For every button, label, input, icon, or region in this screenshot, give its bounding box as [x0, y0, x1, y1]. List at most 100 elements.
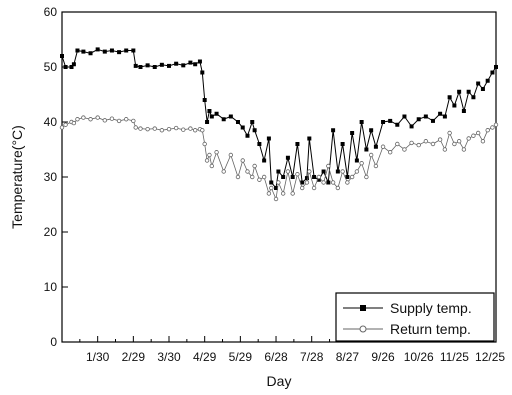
data-point	[395, 141, 400, 147]
data-point	[204, 158, 210, 163]
data-point	[442, 147, 448, 152]
data-point	[364, 174, 369, 180]
data-point	[312, 175, 317, 179]
data-point	[335, 169, 340, 174]
data-point	[340, 142, 345, 146]
data-point	[373, 163, 379, 169]
data-point	[466, 136, 471, 141]
data-point	[409, 140, 414, 146]
data-point	[209, 114, 214, 119]
data-point	[416, 117, 421, 122]
data-point	[368, 152, 374, 158]
data-point	[321, 180, 326, 185]
data-point	[299, 185, 305, 191]
data-point	[166, 126, 172, 132]
data-point	[461, 109, 466, 113]
data-point	[173, 125, 179, 131]
data-point	[416, 142, 421, 148]
data-point	[88, 51, 93, 56]
data-point	[71, 120, 77, 126]
data-point	[381, 120, 386, 124]
data-point	[131, 48, 136, 53]
data-point	[131, 118, 136, 124]
x-tick-label: 4/29	[193, 350, 217, 364]
data-point	[59, 125, 65, 130]
x-tick-label: 6/28	[264, 350, 288, 364]
data-point	[252, 128, 257, 133]
y-tick-label: 20	[44, 225, 58, 239]
data-point	[354, 158, 359, 163]
data-point	[281, 175, 286, 179]
data-point	[197, 59, 202, 64]
data-point	[480, 139, 486, 144]
x-tick-label: 3/30	[157, 350, 181, 364]
data-point	[276, 180, 281, 185]
data-point	[205, 120, 210, 124]
data-point	[423, 139, 429, 144]
data-point	[475, 130, 481, 136]
data-point	[81, 115, 86, 120]
data-point	[200, 70, 205, 75]
data-point	[285, 169, 291, 174]
data-point	[340, 169, 345, 174]
data-point	[269, 180, 274, 185]
data-point	[245, 133, 250, 138]
data-point	[304, 176, 309, 181]
data-point	[311, 185, 317, 191]
data-point	[257, 177, 262, 182]
data-point	[485, 78, 490, 83]
data-point	[430, 141, 436, 147]
data-point	[290, 191, 295, 196]
x-tick-label: 1/30	[86, 350, 110, 364]
data-point	[252, 163, 257, 169]
data-point	[350, 131, 355, 135]
data-point	[266, 136, 271, 141]
data-point	[456, 139, 462, 144]
x-tick-label: 8/27	[336, 350, 360, 364]
data-point	[269, 185, 274, 191]
data-point	[181, 127, 186, 132]
data-point	[359, 120, 364, 124]
data-point	[442, 114, 447, 119]
data-point	[452, 103, 457, 108]
data-point	[63, 65, 68, 69]
legend-return-marker	[359, 325, 367, 333]
data-point	[466, 89, 471, 94]
y-tick-label: 50	[44, 60, 58, 74]
legend-supply-marker	[360, 305, 366, 311]
data-point	[102, 118, 108, 123]
data-point	[245, 169, 250, 174]
data-point	[81, 49, 86, 54]
data-point	[457, 89, 462, 94]
data-point	[331, 128, 336, 133]
data-point	[240, 158, 245, 163]
data-point	[437, 137, 443, 142]
data-point	[295, 142, 300, 146]
data-point	[461, 147, 467, 152]
data-point	[345, 175, 350, 179]
data-point	[192, 128, 198, 133]
data-point	[280, 191, 286, 196]
data-point	[364, 147, 369, 152]
data-point	[145, 126, 150, 132]
data-point	[257, 142, 262, 146]
data-point	[326, 180, 331, 185]
data-point	[145, 63, 150, 68]
data-point	[109, 48, 114, 53]
data-point	[423, 114, 428, 119]
data-point	[71, 62, 76, 67]
data-point	[262, 158, 267, 163]
data-point	[493, 122, 499, 127]
data-point	[117, 50, 122, 55]
data-point	[102, 49, 107, 54]
data-point	[335, 185, 341, 191]
data-point	[395, 122, 400, 127]
data-point	[202, 141, 207, 147]
data-point	[266, 191, 272, 196]
data-point	[388, 118, 393, 123]
y-tick-label: 10	[44, 280, 58, 294]
legend-box	[335, 292, 495, 342]
x-tick-label: 5/29	[229, 350, 253, 364]
legend-return-label: Return temp.	[390, 321, 471, 337]
data-point	[240, 125, 245, 130]
